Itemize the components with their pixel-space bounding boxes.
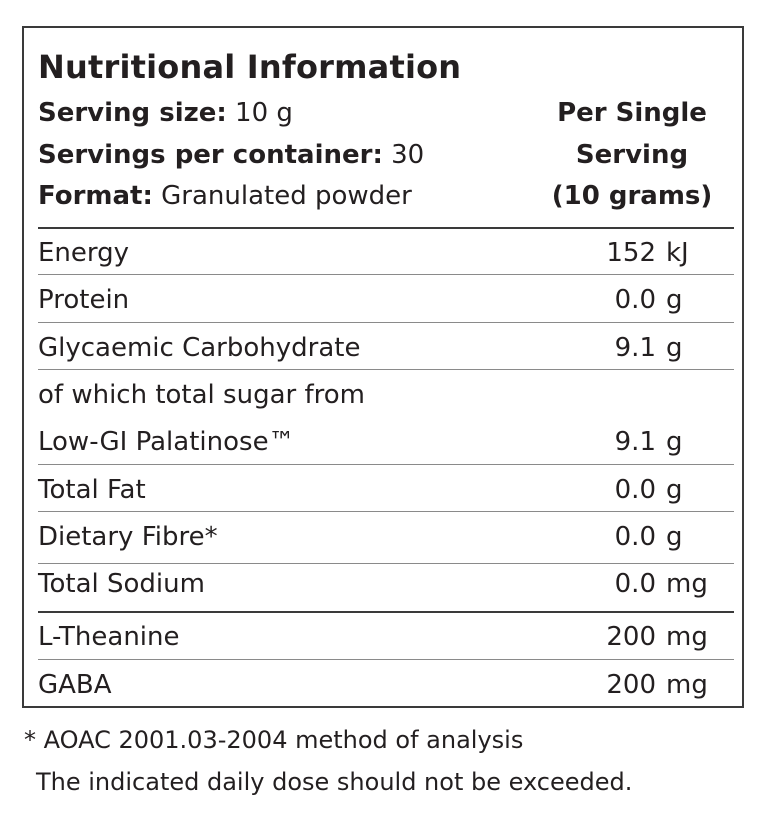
- row-divider: [38, 511, 734, 512]
- row-label-palatinose: Low-GI Palatinose™: [38, 427, 295, 457]
- row-label-total-sodium: Total Sodium: [38, 569, 205, 599]
- panel-title: Nutritional Information: [38, 48, 462, 86]
- servings-per-container: Servings per container: 30: [38, 140, 424, 170]
- row-divider: [38, 369, 734, 370]
- row-value-palatinose: 9.1: [614, 427, 656, 457]
- servings-label: Servings per container:: [38, 140, 383, 170]
- row-value-dietary-fibre: 0.0: [614, 522, 656, 552]
- row-label-total-fat: Total Fat: [38, 475, 146, 505]
- row-label-l-theanine: L-Theanine: [38, 622, 180, 652]
- row-unit-dietary-fibre: g: [666, 522, 683, 552]
- row-label-protein: Protein: [38, 285, 130, 315]
- row-label-carbohydrate: Glycaemic Carbohydrate: [38, 333, 361, 363]
- row-value-protein: 0.0: [614, 285, 656, 315]
- row-unit-total-fat: g: [666, 475, 683, 505]
- row-unit-carbohydrate: g: [666, 333, 683, 363]
- serving-size-label: Serving size:: [38, 98, 227, 128]
- row-divider: [38, 464, 734, 465]
- row-value-total-sodium: 0.0: [614, 569, 656, 599]
- row-value-energy: 152: [606, 238, 656, 268]
- row-divider: [38, 274, 734, 275]
- serving-size-value: 10 g: [226, 98, 293, 128]
- row-value-total-fat: 0.0: [614, 475, 656, 505]
- row-unit-total-sodium: mg: [666, 569, 708, 599]
- row-divider: [38, 659, 734, 660]
- footnote-dose-warning: The indicated daily dose should not be e…: [36, 768, 633, 796]
- row-value-gaba: 200: [606, 670, 656, 700]
- column-header-line-2: Serving: [575, 140, 689, 170]
- row-unit-l-theanine: mg: [666, 622, 708, 652]
- row-divider: [38, 563, 734, 564]
- row-divider: [38, 322, 734, 323]
- row-value-l-theanine: 200: [606, 622, 656, 652]
- row-label-sugar-note: of which total sugar from: [38, 380, 365, 410]
- row-unit-palatinose: g: [666, 427, 683, 457]
- row-unit-energy: kJ: [666, 238, 689, 268]
- format-label: Format:: [38, 181, 153, 211]
- row-unit-protein: g: [666, 285, 683, 315]
- nutrition-panel: Nutritional Information Serving size: 10…: [22, 26, 744, 708]
- row-unit-gaba: mg: [666, 670, 708, 700]
- header-divider: [38, 227, 734, 229]
- format-value: Granulated powder: [152, 181, 412, 211]
- format: Format: Granulated powder: [38, 181, 412, 211]
- serving-size: Serving size: 10 g: [38, 98, 293, 128]
- row-value-carbohydrate: 9.1: [614, 333, 656, 363]
- footnote-method: * AOAC 2001.03-2004 method of analysis: [24, 726, 524, 754]
- row-label-gaba: GABA: [38, 670, 112, 700]
- servings-value: 30: [382, 140, 425, 170]
- row-label-energy: Energy: [38, 238, 130, 268]
- column-header-line-1: Per Single: [557, 98, 707, 128]
- section-divider: [38, 611, 734, 613]
- column-header-line-3: (10 grams): [551, 181, 713, 211]
- row-label-dietary-fibre: Dietary Fibre*: [38, 522, 218, 552]
